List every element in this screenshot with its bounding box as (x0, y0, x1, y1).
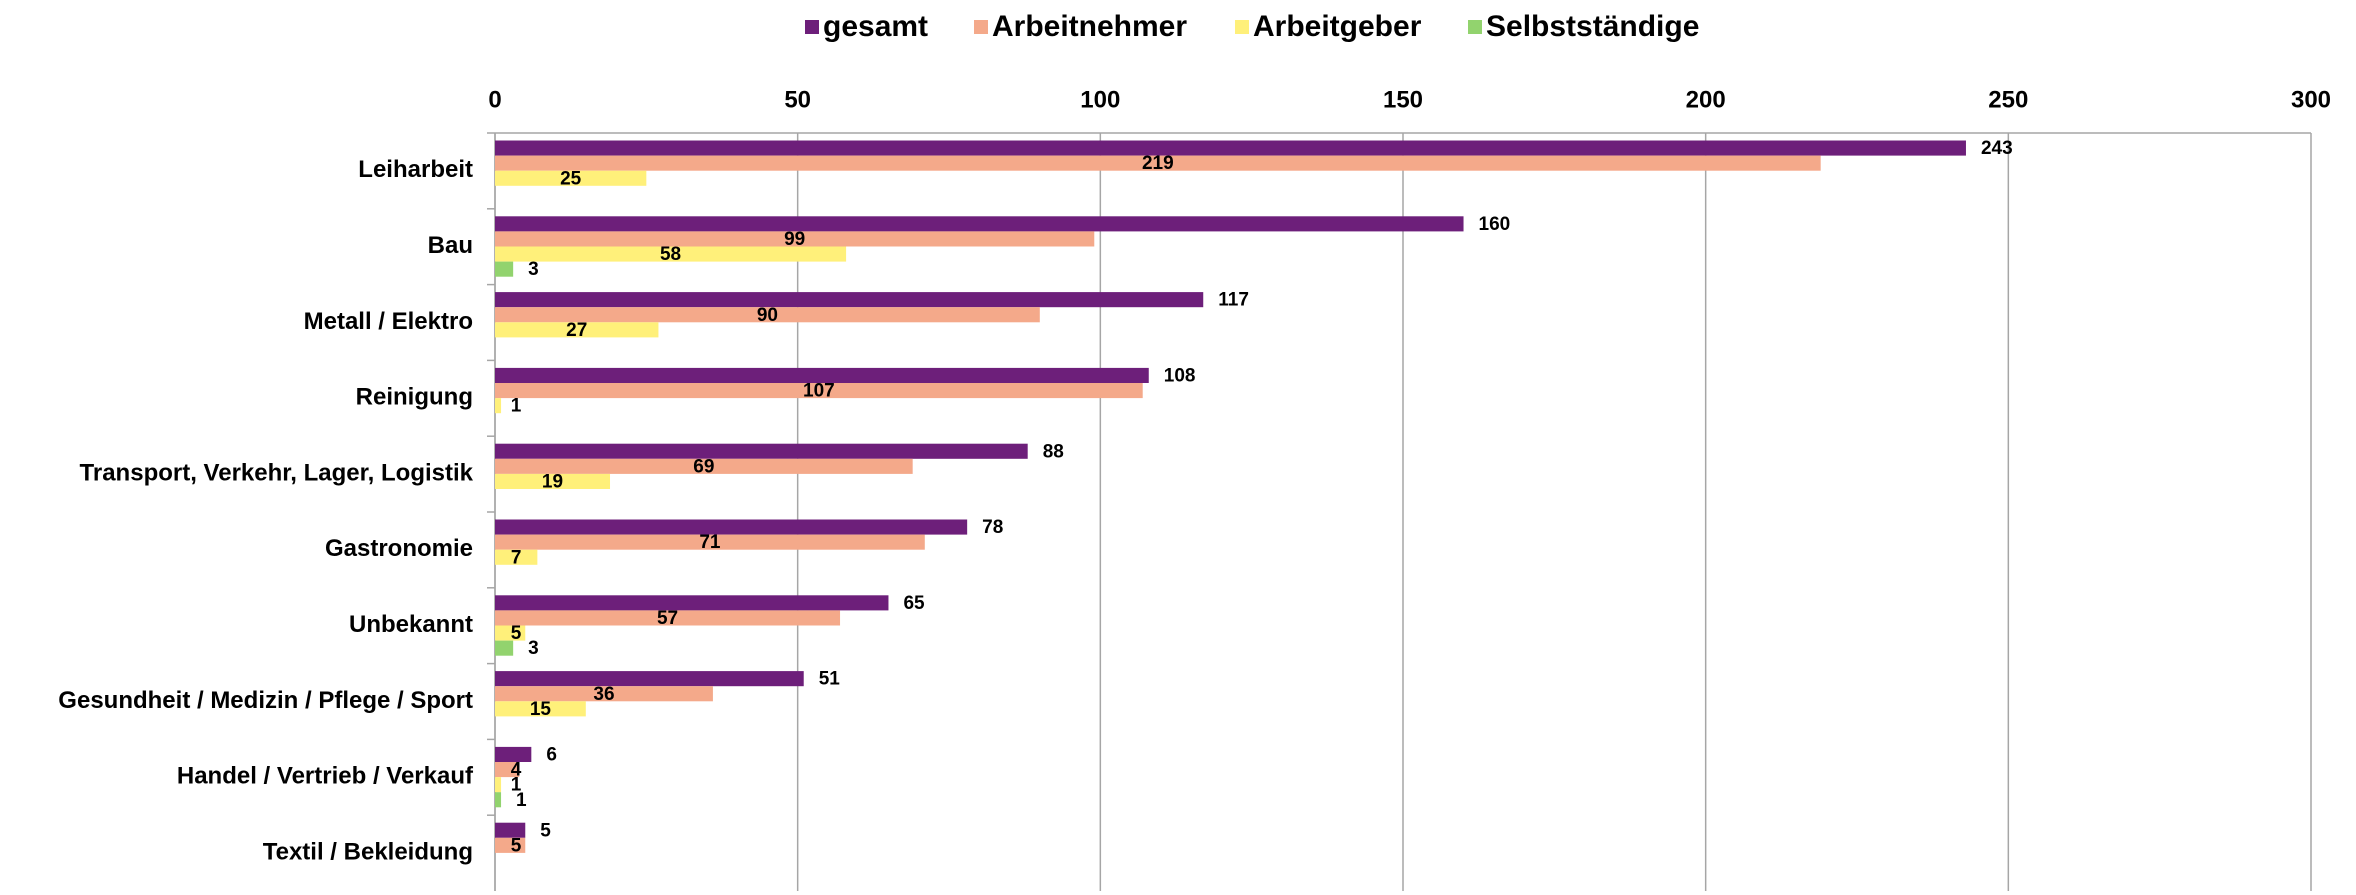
category-label: Leiharbeit (358, 156, 473, 183)
data-label: 58 (660, 244, 681, 265)
bar (495, 155, 1821, 171)
bar (495, 246, 847, 262)
data-label: 71 (699, 532, 721, 553)
data-label: 219 (1142, 153, 1174, 174)
bar (495, 837, 526, 853)
bar (495, 777, 502, 793)
category-label: Textil / Bekleidung (263, 838, 473, 865)
bar (495, 473, 611, 489)
legend-label: Arbeitnehmer (992, 10, 1187, 43)
bar (495, 792, 502, 808)
data-label: 1 (511, 396, 522, 417)
bar (495, 170, 647, 186)
bar (495, 443, 1028, 459)
category-label: Bau (428, 232, 473, 259)
data-label: 19 (542, 471, 563, 492)
category-label: Handel / Vertrieb / Verkauf (177, 763, 474, 790)
legend-label: Arbeitgeber (1253, 10, 1422, 43)
data-label: 90 (757, 305, 778, 326)
bar (495, 519, 968, 535)
legend-swatch (805, 20, 819, 34)
bar (495, 746, 532, 762)
x-tick-label: 300 (2291, 86, 2331, 113)
bar (495, 686, 713, 702)
data-label: 15 (530, 699, 552, 720)
bar (495, 701, 586, 717)
bar (495, 216, 1464, 232)
legend-label: Selbstständige (1486, 10, 1699, 43)
bar (495, 307, 1040, 323)
bar (495, 367, 1149, 383)
data-label: 99 (784, 229, 805, 250)
data-label: 25 (560, 168, 582, 189)
bar (495, 640, 514, 656)
data-label: 5 (511, 623, 522, 644)
bar (495, 292, 1204, 308)
category-label: Gesundheit / Medizin / Pflege / Sport (58, 687, 473, 714)
x-tick-label: 250 (1988, 86, 2028, 113)
bar (495, 383, 1143, 399)
data-label: 88 (1043, 441, 1064, 462)
bar (495, 671, 804, 687)
legend-swatch (974, 20, 988, 34)
data-label: 160 (1479, 214, 1511, 235)
data-label: 51 (819, 669, 841, 690)
bar (495, 595, 889, 611)
bar (495, 398, 502, 414)
data-label: 6 (546, 744, 557, 765)
category-label: Reinigung (356, 384, 473, 411)
category-label: Gastronomie (325, 535, 473, 562)
x-tick-label: 100 (1080, 86, 1120, 113)
bar (495, 822, 526, 838)
data-label: 4 (511, 760, 522, 781)
data-label: 3 (528, 259, 539, 280)
bar (495, 261, 514, 277)
bar (495, 534, 925, 550)
data-label: 57 (657, 608, 678, 629)
data-label: 243 (1981, 138, 2013, 159)
data-label: 7 (511, 547, 522, 568)
data-label: 1 (516, 790, 527, 811)
x-tick-label: 50 (784, 86, 811, 113)
data-label: 65 (903, 593, 925, 614)
x-tick-label: 0 (488, 86, 501, 113)
bar (495, 231, 1095, 247)
data-label: 5 (540, 820, 551, 841)
bar (495, 610, 841, 626)
category-label: Metall / Elektro (304, 308, 473, 335)
data-label: 5 (511, 835, 522, 856)
bar (495, 625, 526, 641)
x-tick-label: 200 (1686, 86, 1726, 113)
bar (495, 458, 913, 474)
data-label: 108 (1164, 365, 1196, 386)
category-label: Transport, Verkehr, Lager, Logistik (80, 459, 474, 486)
data-label: 78 (982, 517, 1003, 538)
legend-swatch (1235, 20, 1249, 34)
legend-label: gesamt (823, 10, 928, 43)
x-tick-label: 150 (1383, 86, 1423, 113)
data-label: 1 (511, 775, 522, 796)
data-label: 117 (1218, 290, 1249, 311)
data-label: 3 (528, 638, 539, 659)
category-label: Unbekannt (349, 611, 473, 638)
bar (495, 322, 659, 338)
data-label: 69 (693, 456, 714, 477)
data-label: 36 (593, 684, 614, 705)
data-label: 107 (803, 381, 835, 402)
bar (495, 549, 538, 565)
legend-swatch (1468, 20, 1482, 34)
bar (495, 140, 1966, 156)
data-label: 27 (566, 320, 587, 341)
bar (495, 762, 520, 778)
